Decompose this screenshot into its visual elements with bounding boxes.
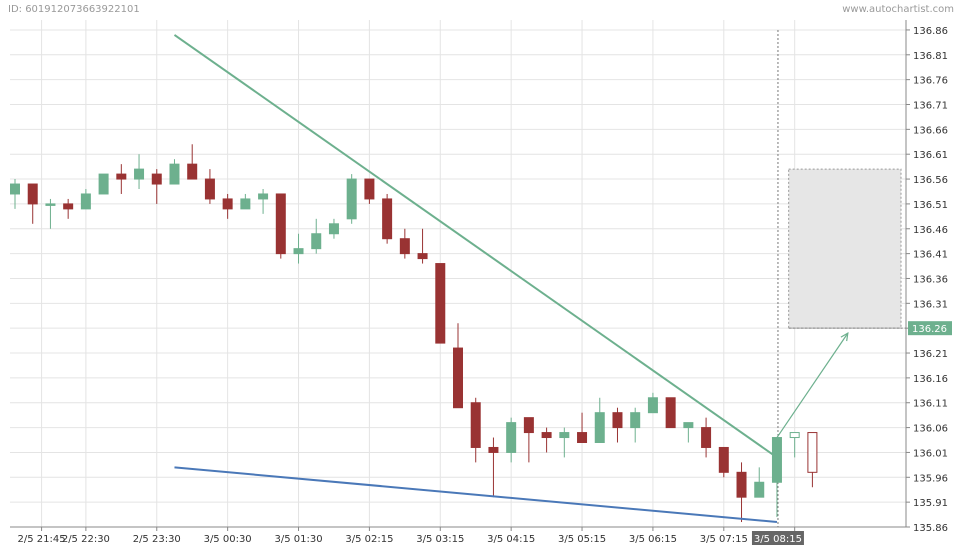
x-tick-label: 3/5 06:15 xyxy=(629,534,677,545)
support-line xyxy=(174,466,778,524)
candle-body xyxy=(718,446,729,473)
candle-body xyxy=(683,422,694,429)
candle-body xyxy=(293,248,304,255)
y-tick-label: 135.91 xyxy=(913,498,948,509)
time-marker-label: 3/5 08:15 xyxy=(754,534,802,545)
candle-body xyxy=(63,203,74,210)
candle-body xyxy=(399,238,410,255)
x-tick-label: 3/5 00:30 xyxy=(204,534,252,545)
candle-body xyxy=(523,417,534,434)
candle-body xyxy=(204,178,215,200)
candle-body xyxy=(169,163,180,185)
resistance-line xyxy=(173,34,778,459)
y-tick-label: 136.56 xyxy=(913,175,948,186)
candle-body xyxy=(453,347,463,409)
candle-body xyxy=(134,168,145,180)
candle-body xyxy=(701,427,712,448)
candle-body xyxy=(771,437,782,483)
candle-body xyxy=(789,432,800,439)
y-tick-label: 135.86 xyxy=(913,523,948,534)
y-tick-label: 136.51 xyxy=(913,200,948,211)
candle-body xyxy=(151,173,162,185)
y-tick-label: 136.46 xyxy=(913,225,948,236)
grid xyxy=(10,20,906,528)
y-tick-label: 136.61 xyxy=(913,150,948,161)
candle-body xyxy=(187,163,198,180)
x-tick-label: 2/5 22:30 xyxy=(62,534,110,545)
y-tick-label: 136.11 xyxy=(913,399,948,410)
candle-body xyxy=(311,233,322,250)
candle-body xyxy=(417,253,428,260)
y-tick-label: 136.36 xyxy=(913,274,948,285)
candle-body xyxy=(594,412,605,444)
candle-body xyxy=(10,183,20,195)
candle-body xyxy=(488,446,499,453)
candle-body xyxy=(630,412,641,429)
candle-body xyxy=(328,223,339,235)
candle-body xyxy=(116,173,127,180)
candle-body xyxy=(754,481,765,498)
x-tick-label: 3/5 03:15 xyxy=(416,534,464,545)
y-tick-label: 136.06 xyxy=(913,424,948,435)
current-price-badge xyxy=(908,321,952,336)
brand-watermark: www.autochartist.com xyxy=(842,4,954,15)
candle-body xyxy=(98,173,109,195)
candles xyxy=(10,144,818,523)
x-tick-label: 3/5 05:15 xyxy=(558,534,606,545)
candle-body xyxy=(80,193,91,210)
x-tick-label: 3/5 04:15 xyxy=(487,534,535,545)
candle-body xyxy=(240,198,251,210)
candle-body xyxy=(577,432,588,444)
candle-body xyxy=(736,471,747,498)
y-tick-label: 136.66 xyxy=(913,125,948,136)
projection-arrow xyxy=(776,332,849,438)
y-tick-label: 136.31 xyxy=(913,299,948,310)
projection-box xyxy=(788,168,902,329)
x-tick-label: 3/5 02:15 xyxy=(345,534,393,545)
candle-body xyxy=(665,397,676,429)
candle-body xyxy=(559,432,570,439)
y-tick-label: 135.96 xyxy=(913,473,948,484)
x-tick-label: 2/5 23:30 xyxy=(133,534,181,545)
x-tick-label: 2/5 21:45 xyxy=(18,534,66,545)
y-tick-label: 136.41 xyxy=(913,250,948,261)
candle-body xyxy=(364,178,375,200)
candle-body xyxy=(807,432,818,473)
time-marker-badge xyxy=(751,531,804,545)
y-tick-label: 136.21 xyxy=(913,349,948,360)
candle-body xyxy=(541,432,552,439)
projection-zone xyxy=(777,30,906,527)
x-tick-label: 3/5 07:15 xyxy=(700,534,748,545)
candle-body xyxy=(27,183,38,205)
y-tick-label: 136.16 xyxy=(913,374,948,385)
candle-body xyxy=(612,412,623,429)
chart-id-label: ID: 601912073663922101 xyxy=(8,4,140,15)
candle-body xyxy=(346,178,357,220)
candle-body xyxy=(382,198,393,240)
y-tick-label: 136.86 xyxy=(913,26,948,37)
candle-body xyxy=(435,263,446,344)
y-tick-label: 136.76 xyxy=(913,76,948,87)
pattern-lines xyxy=(173,34,849,524)
projection-arrow-head xyxy=(840,332,849,342)
candle-body xyxy=(275,193,286,255)
candle-body xyxy=(506,422,517,453)
candle-body xyxy=(470,402,481,448)
current-price-label: 136.26 xyxy=(912,324,947,335)
y-tick-label: 136.71 xyxy=(913,101,948,112)
x-tick-label: 3/5 01:30 xyxy=(274,534,322,545)
y-tick-label: 136.81 xyxy=(913,51,948,62)
candle-body xyxy=(222,198,233,210)
candle-body xyxy=(647,397,658,414)
axes: 136.86 136.81 136.76 136.71 136.66 136.61 136.… xyxy=(10,20,952,545)
y-tick-label: 136.01 xyxy=(913,448,948,459)
candle-body xyxy=(258,193,269,200)
candle-body xyxy=(45,203,56,206)
